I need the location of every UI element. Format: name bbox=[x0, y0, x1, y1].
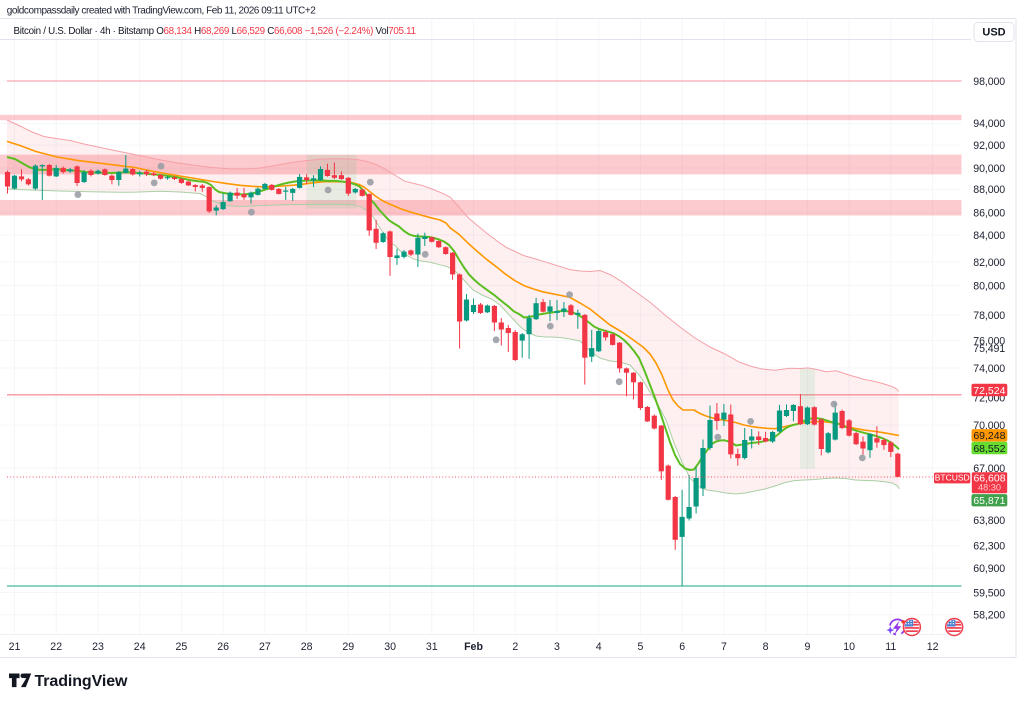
svg-text:75,491: 75,491 bbox=[973, 343, 1005, 355]
svg-text:60,900: 60,900 bbox=[973, 563, 1005, 575]
svg-text:78,000: 78,000 bbox=[973, 310, 1005, 322]
svg-text:62,300: 62,300 bbox=[973, 541, 1005, 553]
svg-text:48:30: 48:30 bbox=[978, 483, 1001, 493]
svg-text:98,000: 98,000 bbox=[973, 76, 1005, 88]
svg-text:70,000: 70,000 bbox=[973, 420, 1005, 432]
svg-text:76,000: 76,000 bbox=[973, 335, 1005, 347]
svg-text:26: 26 bbox=[217, 641, 229, 653]
svg-text:6: 6 bbox=[679, 641, 685, 653]
svg-text:59,500: 59,500 bbox=[973, 587, 1005, 599]
svg-text:68,552: 68,552 bbox=[973, 443, 1005, 455]
svg-text:58,200: 58,200 bbox=[973, 610, 1005, 622]
svg-text:TradingView: TradingView bbox=[35, 673, 129, 690]
svg-text:28: 28 bbox=[301, 641, 313, 653]
svg-text:27: 27 bbox=[259, 641, 271, 653]
svg-text:24: 24 bbox=[134, 641, 146, 653]
svg-text:goldcompassdaily created with: goldcompassdaily created with TradingVie… bbox=[7, 5, 316, 16]
svg-text:86,000: 86,000 bbox=[973, 208, 1005, 220]
svg-text:25: 25 bbox=[176, 641, 188, 653]
svg-text:5: 5 bbox=[637, 641, 643, 653]
svg-text:3: 3 bbox=[554, 641, 560, 653]
svg-text:12: 12 bbox=[927, 641, 939, 653]
svg-text:74,000: 74,000 bbox=[973, 363, 1005, 375]
svg-text:31: 31 bbox=[426, 641, 438, 653]
svg-text:90,000: 90,000 bbox=[973, 163, 1005, 175]
svg-text:11: 11 bbox=[885, 641, 896, 653]
svg-text:66,608: 66,608 bbox=[973, 472, 1005, 484]
svg-text:7: 7 bbox=[721, 641, 727, 653]
svg-text:92,000: 92,000 bbox=[973, 140, 1005, 152]
svg-text:65,871: 65,871 bbox=[973, 495, 1005, 507]
svg-text:63,800: 63,800 bbox=[973, 515, 1005, 527]
svg-text:2: 2 bbox=[512, 641, 518, 653]
svg-text:80,000: 80,000 bbox=[973, 280, 1005, 292]
svg-text:30: 30 bbox=[384, 641, 396, 653]
svg-text:88,000: 88,000 bbox=[973, 184, 1005, 196]
svg-text:23: 23 bbox=[92, 641, 104, 653]
svg-text:67,000: 67,000 bbox=[973, 463, 1005, 475]
svg-text:8: 8 bbox=[763, 641, 769, 653]
svg-text:84,000: 84,000 bbox=[973, 230, 1005, 242]
svg-text:BTCUSD: BTCUSD bbox=[935, 473, 970, 483]
svg-text:22: 22 bbox=[50, 641, 62, 653]
svg-text:USD: USD bbox=[982, 27, 1005, 39]
svg-text:69,248: 69,248 bbox=[973, 430, 1005, 442]
svg-text:82,000: 82,000 bbox=[973, 257, 1005, 269]
svg-text:72,524: 72,524 bbox=[973, 385, 1005, 397]
svg-text:29: 29 bbox=[342, 641, 354, 653]
svg-text:21: 21 bbox=[9, 641, 21, 653]
svg-text:10: 10 bbox=[843, 641, 855, 653]
svg-text:9: 9 bbox=[804, 641, 810, 653]
svg-text:94,000: 94,000 bbox=[973, 118, 1005, 130]
svg-text:Bitcoin / U.S. Dollar · 4h · B: Bitcoin / U.S. Dollar · 4h · Bitstamp O6… bbox=[14, 26, 416, 37]
svg-text:4: 4 bbox=[596, 641, 602, 653]
svg-text:Feb: Feb bbox=[464, 641, 483, 653]
